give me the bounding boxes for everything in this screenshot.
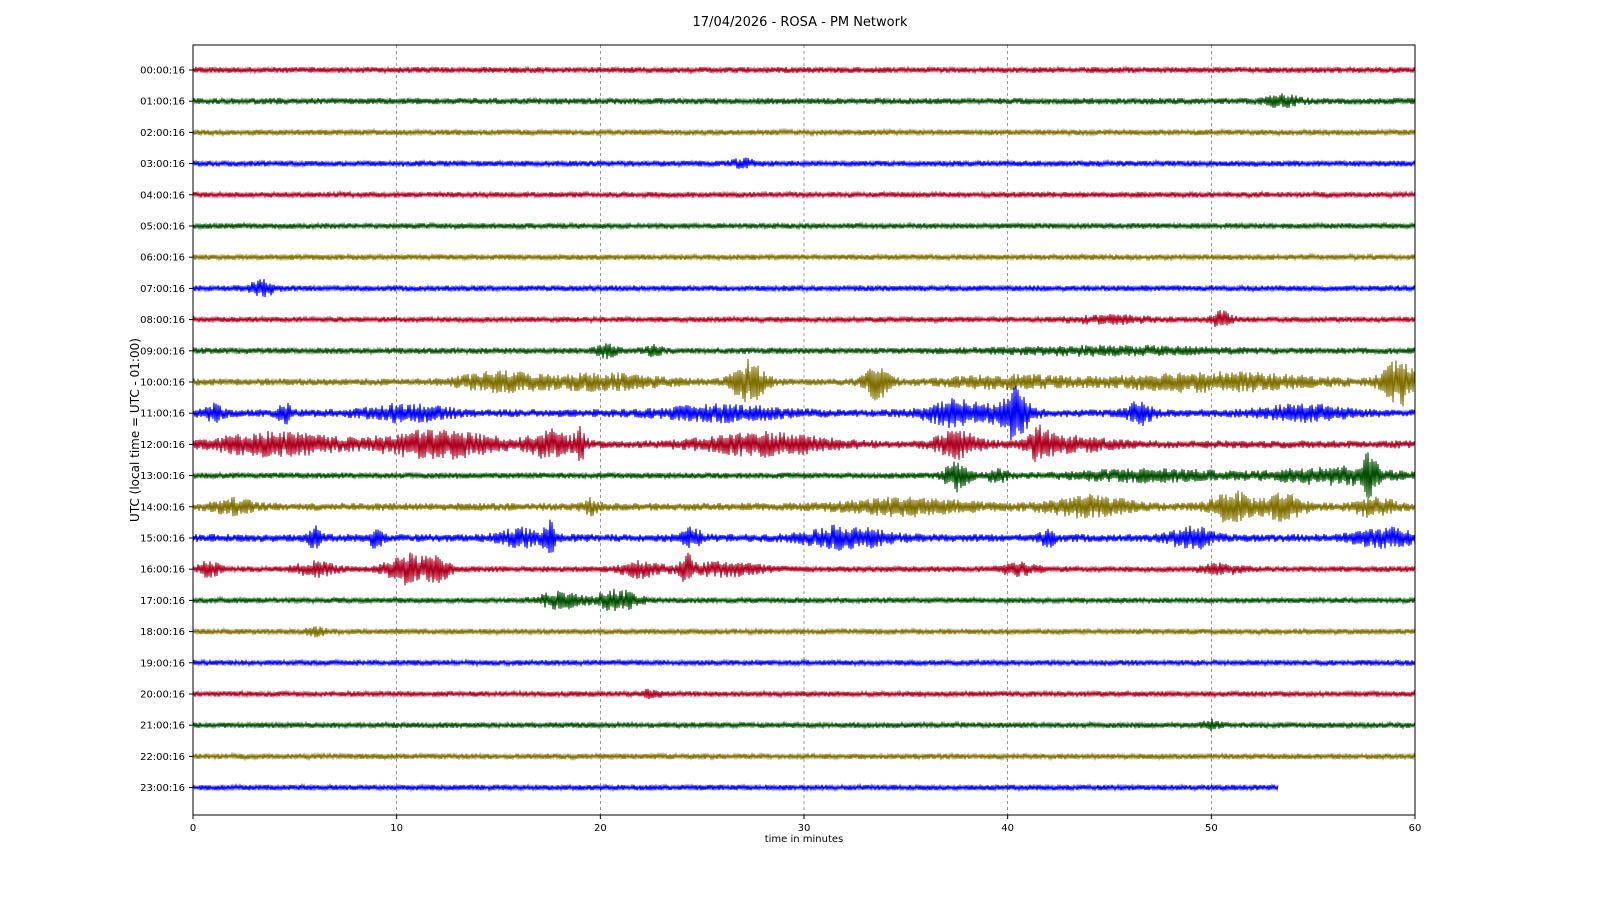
- y-tick-label: 09:00:16: [140, 346, 185, 357]
- x-tick-label: 10: [390, 823, 403, 834]
- trace-09-00-16: [192, 343, 1416, 360]
- trace-08-00-16: [192, 310, 1416, 327]
- trace-22-00-16: [192, 751, 1416, 762]
- chart-title: 17/04/2026 - ROSA - PM Network: [693, 15, 908, 30]
- y-tick-label: 08:00:16: [140, 315, 185, 326]
- y-tick-label: 15:00:16: [140, 534, 185, 545]
- y-tick-label: 16:00:16: [140, 565, 185, 576]
- trace-01-00-16: [192, 93, 1416, 109]
- trace-06-00-16: [192, 252, 1416, 262]
- y-tick-label: 10:00:16: [140, 378, 185, 389]
- trace-00-00-16: [192, 65, 1416, 75]
- trace-23-00-16: [192, 782, 1279, 793]
- y-tick-labels: 00:00:16 01:00:16 02:00:16 03:00:16 04:00:16…: [140, 66, 193, 794]
- y-tick-label: 04:00:16: [140, 190, 185, 201]
- seismic-traces: [192, 65, 1416, 793]
- y-tick-label: 13:00:16: [140, 471, 185, 482]
- y-tick-label: 01:00:16: [140, 97, 185, 108]
- x-axis-label: time in minutes: [765, 834, 844, 845]
- x-tick-label: 50: [1205, 823, 1218, 834]
- trace-17-00-16: [192, 588, 1416, 612]
- trace-15-00-16: [192, 519, 1416, 554]
- trace-07-00-16: [192, 279, 1416, 298]
- y-tick-label: 00:00:16: [140, 66, 185, 77]
- trace-21-00-16: [192, 718, 1416, 731]
- y-tick-label: 06:00:16: [140, 253, 185, 264]
- trace-12-00-16: [192, 424, 1416, 462]
- trace-03-00-16: [192, 157, 1416, 169]
- y-tick-label: 19:00:16: [140, 658, 185, 669]
- y-tick-label: 14:00:16: [140, 502, 185, 513]
- x-tick-label: 60: [1409, 823, 1422, 834]
- trace-20-00-16: [192, 688, 1416, 700]
- y-tick-label: 17:00:16: [140, 596, 185, 607]
- y-tick-label: 03:00:16: [140, 159, 185, 170]
- y-tick-label: 23:00:16: [140, 783, 185, 794]
- trace-02-00-16: [192, 127, 1416, 138]
- y-tick-label: 18:00:16: [140, 627, 185, 638]
- x-tick-label: 20: [594, 823, 607, 834]
- y-tick-label: 20:00:16: [140, 690, 185, 701]
- x-tick-label: 40: [1001, 823, 1014, 834]
- y-tick-label: 05:00:16: [140, 222, 185, 233]
- grid-lines: [396, 45, 1212, 815]
- trace-05-00-16: [192, 221, 1416, 231]
- y-axis-label: UTC (local time = UTC - 01:00): [128, 338, 142, 522]
- x-tick-label: 30: [798, 823, 811, 834]
- trace-04-00-16: [192, 189, 1416, 200]
- trace-16-00-16: [192, 552, 1416, 586]
- trace-13-00-16: [192, 452, 1416, 498]
- y-tick-label: 21:00:16: [140, 721, 185, 732]
- x-tick-label: 0: [190, 823, 196, 834]
- y-tick-label: 11:00:16: [140, 409, 185, 420]
- y-tick-label: 07:00:16: [140, 284, 185, 295]
- trace-14-00-16: [192, 490, 1416, 523]
- y-tick-label: 12:00:16: [140, 440, 185, 451]
- trace-11-00-16: [192, 385, 1416, 441]
- y-tick-label: 22:00:16: [140, 752, 185, 763]
- y-tick-label: 02:00:16: [140, 128, 185, 139]
- trace-19-00-16: [192, 657, 1416, 668]
- x-tick-labels: 0 10 20 30 40 50 60: [190, 815, 1422, 834]
- trace-18-00-16: [192, 626, 1416, 638]
- trace-10-00-16: [192, 358, 1416, 407]
